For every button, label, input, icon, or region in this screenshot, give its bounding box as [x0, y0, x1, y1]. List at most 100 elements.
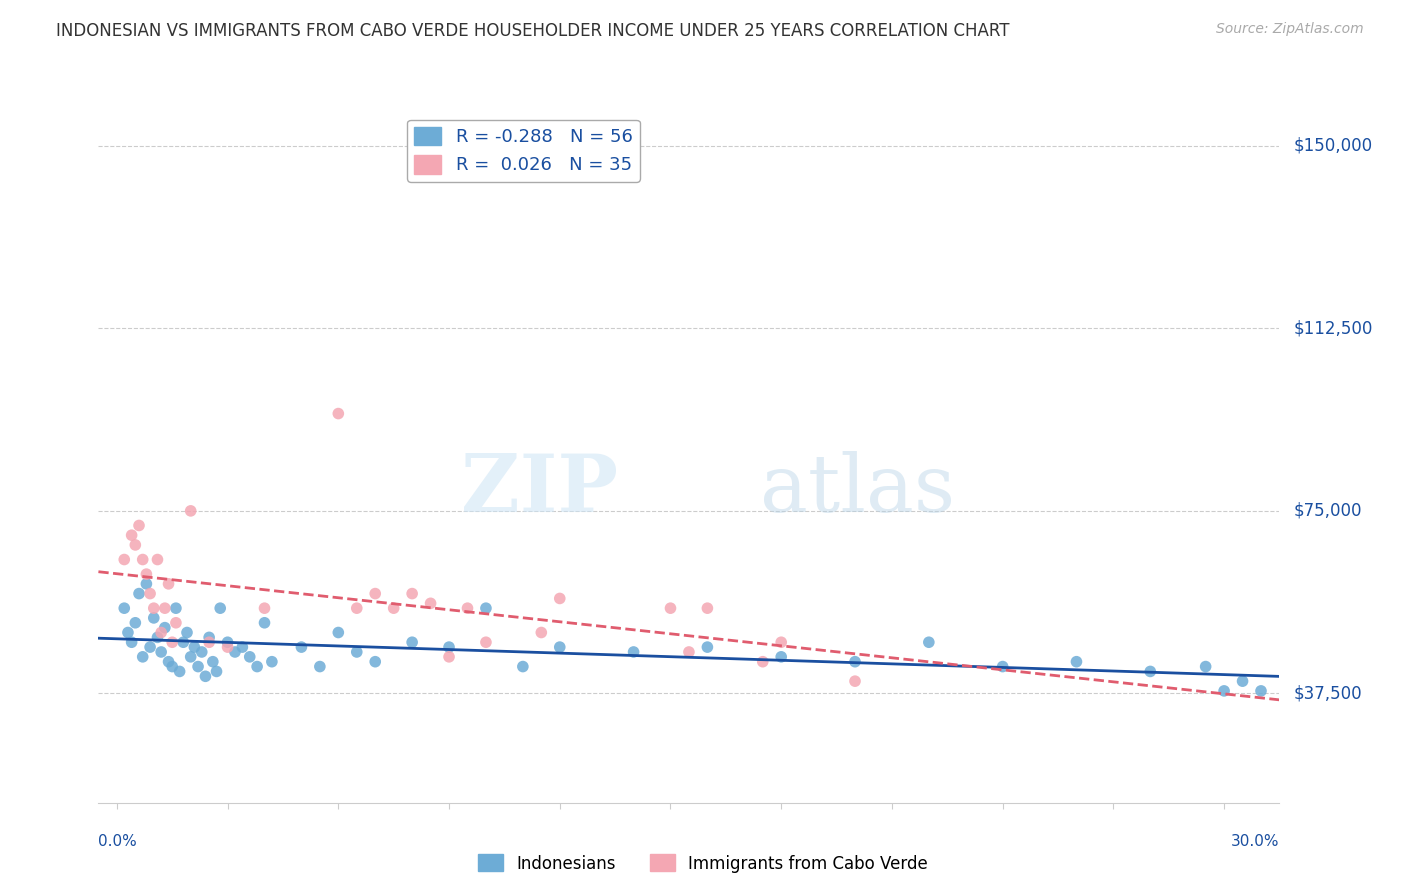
Point — [659, 601, 682, 615]
Point — [224, 645, 246, 659]
Point — [246, 659, 269, 673]
Point — [172, 635, 194, 649]
Point — [696, 601, 718, 615]
Point — [162, 659, 183, 673]
Point — [475, 635, 498, 649]
Point — [253, 615, 276, 630]
Point — [364, 655, 387, 669]
Point — [153, 601, 176, 615]
Legend: R = -0.288   N = 56, R =  0.026   N = 35: R = -0.288 N = 56, R = 0.026 N = 35 — [408, 120, 640, 182]
Point — [142, 601, 165, 615]
Point — [437, 640, 460, 654]
Point — [696, 640, 718, 654]
Point — [346, 645, 368, 659]
Point — [157, 577, 180, 591]
Point — [308, 659, 332, 673]
Point — [124, 538, 146, 552]
Point — [139, 640, 162, 654]
Point — [150, 645, 173, 659]
Point — [530, 625, 553, 640]
Point — [678, 645, 700, 659]
Point — [198, 631, 221, 645]
Point — [180, 504, 202, 518]
Point — [419, 596, 441, 610]
Point — [121, 528, 143, 542]
Point — [201, 655, 224, 669]
Point — [194, 669, 217, 683]
Point — [918, 635, 941, 649]
Point — [128, 586, 150, 600]
Point — [135, 577, 157, 591]
Point — [1194, 659, 1216, 673]
Point — [991, 659, 1014, 673]
Point — [150, 625, 173, 640]
Point — [239, 649, 262, 664]
Point — [187, 659, 209, 673]
Point — [1250, 684, 1272, 698]
Point — [117, 625, 139, 640]
Point — [1139, 665, 1161, 679]
Point — [191, 645, 214, 659]
Point — [290, 640, 312, 654]
Point — [437, 649, 460, 664]
Point — [475, 601, 498, 615]
Point — [176, 625, 198, 640]
Point — [512, 659, 534, 673]
Text: INDONESIAN VS IMMIGRANTS FROM CABO VERDE HOUSEHOLDER INCOME UNDER 25 YEARS CORRE: INDONESIAN VS IMMIGRANTS FROM CABO VERDE… — [56, 22, 1010, 40]
Text: $75,000: $75,000 — [1294, 502, 1362, 520]
Point — [205, 665, 228, 679]
Point — [112, 601, 135, 615]
Point — [401, 635, 423, 649]
Point — [328, 407, 350, 421]
Point — [260, 655, 283, 669]
Point — [135, 567, 157, 582]
Point — [142, 611, 165, 625]
Point — [198, 635, 221, 649]
Point — [770, 649, 793, 664]
Point — [157, 655, 180, 669]
Point — [328, 625, 350, 640]
Text: atlas: atlas — [759, 450, 955, 529]
Text: ZIP: ZIP — [461, 450, 619, 529]
Point — [146, 631, 169, 645]
Point — [548, 591, 571, 606]
Text: $37,500: $37,500 — [1294, 684, 1362, 702]
Point — [132, 552, 155, 566]
Point — [146, 552, 169, 566]
Point — [162, 635, 183, 649]
Point — [1213, 684, 1236, 698]
Point — [401, 586, 423, 600]
Point — [180, 649, 202, 664]
Point — [121, 635, 143, 649]
Point — [844, 674, 866, 689]
Point — [169, 665, 191, 679]
Point — [548, 640, 571, 654]
Point — [231, 640, 253, 654]
Point — [209, 601, 232, 615]
Point — [124, 615, 146, 630]
Point — [165, 615, 187, 630]
Text: $150,000: $150,000 — [1294, 137, 1372, 155]
Point — [217, 635, 239, 649]
Point — [382, 601, 405, 615]
Point — [456, 601, 478, 615]
Point — [623, 645, 645, 659]
Text: 0.0%: 0.0% — [98, 834, 138, 849]
Point — [153, 621, 176, 635]
Point — [844, 655, 866, 669]
Point — [183, 640, 205, 654]
Point — [346, 601, 368, 615]
Point — [128, 518, 150, 533]
Point — [751, 655, 773, 669]
Text: $112,500: $112,500 — [1294, 319, 1372, 337]
Point — [1232, 674, 1254, 689]
Point — [217, 640, 239, 654]
Point — [112, 552, 135, 566]
Text: 30.0%: 30.0% — [1232, 834, 1279, 849]
Point — [253, 601, 276, 615]
Point — [165, 601, 187, 615]
Point — [132, 649, 155, 664]
Legend: Indonesians, Immigrants from Cabo Verde: Indonesians, Immigrants from Cabo Verde — [471, 847, 935, 880]
Point — [364, 586, 387, 600]
Point — [770, 635, 793, 649]
